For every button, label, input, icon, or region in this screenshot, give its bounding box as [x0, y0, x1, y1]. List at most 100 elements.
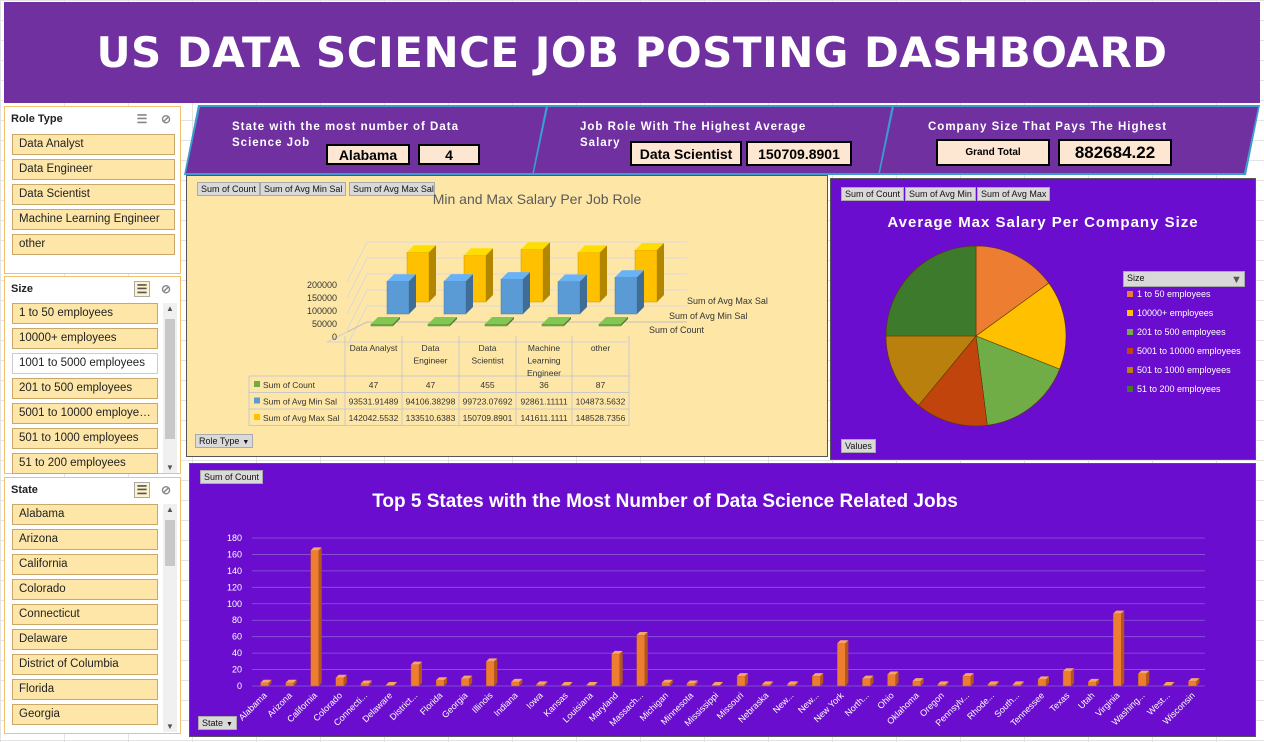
slicer-item-size-5001-10000[interactable]: 5001 to 10000 employees — [12, 403, 158, 424]
slicer-item-state[interactable]: Florida — [12, 679, 158, 700]
legend-key — [1127, 329, 1133, 335]
bar-side — [1121, 610, 1125, 686]
data-label: 93531.91489 — [349, 397, 399, 407]
bar — [636, 634, 645, 687]
bar-side — [870, 675, 874, 686]
category-label: Data — [479, 343, 497, 353]
field-button-min[interactable]: Sum of Avg Min Sal — [260, 182, 347, 196]
slicer-item-size-1-50[interactable]: 1 to 50 employees — [12, 303, 158, 324]
x-tick-label: Iowa — [524, 690, 545, 711]
slicer-item-ml-engineer[interactable]: Machine Learning Engineer — [12, 209, 175, 230]
values-button[interactable]: Values — [841, 439, 876, 453]
slicer-item-state[interactable]: Delaware — [12, 629, 158, 650]
bar-top — [837, 640, 849, 644]
slicer-item-state[interactable]: Arizona — [12, 529, 158, 550]
bar-side — [621, 317, 628, 326]
multi-select-icon[interactable]: ☰ — [134, 482, 150, 498]
bar-top — [536, 681, 548, 685]
grid-line — [346, 257, 687, 299]
bar-top — [486, 658, 498, 662]
clear-filter-icon[interactable]: ⊘ — [160, 282, 172, 296]
size-slicer: Size ☰ ⊘ 1 to 50 employees 10000+ employ… — [4, 276, 181, 474]
floor-line — [326, 331, 627, 343]
size-scrollbar[interactable]: ▲ ▼ — [163, 303, 177, 473]
y-tick-label: 40 — [232, 648, 242, 658]
bar — [427, 323, 451, 327]
axis-field-button[interactable]: Role Type ▼ — [195, 434, 254, 448]
slicer-item-size-51-200[interactable]: 51 to 200 employees — [12, 453, 158, 474]
field-button-max[interactable]: Sum of Avg Max — [977, 187, 1051, 201]
bar — [536, 684, 545, 687]
slicer-item-state[interactable]: Colorado — [12, 579, 158, 600]
x-tick-label: Delaware — [360, 690, 394, 724]
legend-field-button[interactable]: Size — [1123, 271, 1245, 287]
slicer-item-other[interactable]: other — [12, 234, 175, 255]
bar-side — [343, 674, 347, 686]
axis-field-button[interactable]: State ▼ — [198, 716, 237, 730]
bar-side — [694, 680, 698, 686]
bar — [661, 682, 671, 687]
field-button-count[interactable]: Sum of Count — [197, 182, 261, 196]
clear-filter-icon[interactable]: ⊘ — [160, 483, 172, 497]
data-label: 47 — [426, 380, 436, 390]
bar — [561, 684, 570, 687]
kpi-state-value: 4 — [418, 144, 480, 165]
y-tick-label: 140 — [227, 566, 242, 576]
field-button-count[interactable]: Sum of Count — [200, 470, 264, 484]
clear-filter-icon[interactable]: ⊘ — [160, 112, 172, 126]
company-size-pie-chart[interactable]: Sum of Count Sum of Avg Min Sum of Avg M… — [830, 178, 1256, 460]
bar-top — [661, 679, 673, 683]
field-button-max[interactable]: Sum of Avg Max Sal — [349, 182, 435, 196]
slicer-item-state[interactable]: Georgia — [12, 704, 158, 725]
x-tick-label: Mississippi — [683, 690, 721, 728]
y-tick-label: 160 — [227, 549, 242, 559]
bar-side — [293, 679, 297, 686]
slicer-item-size-10000[interactable]: 10000+ employees — [12, 328, 158, 349]
bar-top — [461, 675, 473, 679]
scroll-down-icon[interactable]: ▼ — [166, 722, 174, 731]
slicer-item-size-1001-5000[interactable]: 1001 to 5000 employees — [12, 353, 158, 374]
field-button-min[interactable]: Sum of Avg Min — [905, 187, 976, 201]
x-tick-label: California — [285, 690, 319, 724]
x-tick-label: South... — [992, 690, 1021, 719]
kpi-company-name: Grand Total — [936, 139, 1050, 166]
table-row-label: Sum of Avg Min Sal — [263, 397, 337, 407]
bar — [686, 683, 696, 687]
bar-side — [409, 274, 416, 314]
slicer-item-data-analyst[interactable]: Data Analyst — [12, 134, 175, 155]
slicer-item-size-501-1000[interactable]: 501 to 1000 employees — [12, 428, 158, 449]
bar — [1163, 684, 1172, 687]
slicer-item-state[interactable]: Alabama — [12, 504, 158, 525]
slicer-item-size-201-500[interactable]: 201 to 500 employees — [12, 378, 158, 399]
bar-top — [385, 682, 397, 685]
multi-select-icon[interactable]: ☰ — [134, 281, 150, 297]
slicer-title: Role Type — [11, 113, 63, 125]
axis-line — [346, 321, 687, 333]
x-tick-label: West... — [1145, 690, 1172, 717]
bar-side — [450, 317, 457, 326]
chart3-title: Top 5 States with the Most Number of Dat… — [372, 491, 958, 512]
bar-top — [485, 317, 514, 324]
slicer-item-state[interactable]: Connecticut — [12, 604, 158, 625]
scroll-up-icon[interactable]: ▲ — [166, 505, 174, 514]
scroll-down-icon[interactable]: ▼ — [166, 463, 174, 472]
bar — [1113, 613, 1122, 687]
category-label: Data Analyst — [350, 343, 398, 353]
state-scrollbar[interactable]: ▲ ▼ — [163, 504, 177, 732]
salary-per-role-chart[interactable]: Sum of Count Sum of Avg Min Sal Sum of A… — [186, 175, 828, 457]
bar-side — [469, 675, 473, 686]
scroll-up-icon[interactable]: ▲ — [166, 304, 174, 313]
pie-slice — [885, 245, 977, 337]
multi-select-icon[interactable]: ☰ — [136, 112, 148, 126]
slicer-item-data-engineer[interactable]: Data Engineer — [12, 159, 175, 180]
bar — [1087, 681, 1097, 687]
slicer-item-data-scientist[interactable]: Data Scientist — [12, 184, 175, 205]
x-tick-label: District... — [388, 690, 420, 722]
data-label: 47 — [369, 380, 379, 390]
top-states-chart[interactable]: Sum of Count State ▼ Top 5 States with th… — [189, 463, 1256, 737]
bar — [1188, 680, 1197, 687]
bar-top — [762, 681, 774, 685]
slicer-item-state[interactable]: California — [12, 554, 158, 575]
field-button-count[interactable]: Sum of Count — [841, 187, 905, 201]
slicer-item-state[interactable]: District of Columbia — [12, 654, 158, 675]
